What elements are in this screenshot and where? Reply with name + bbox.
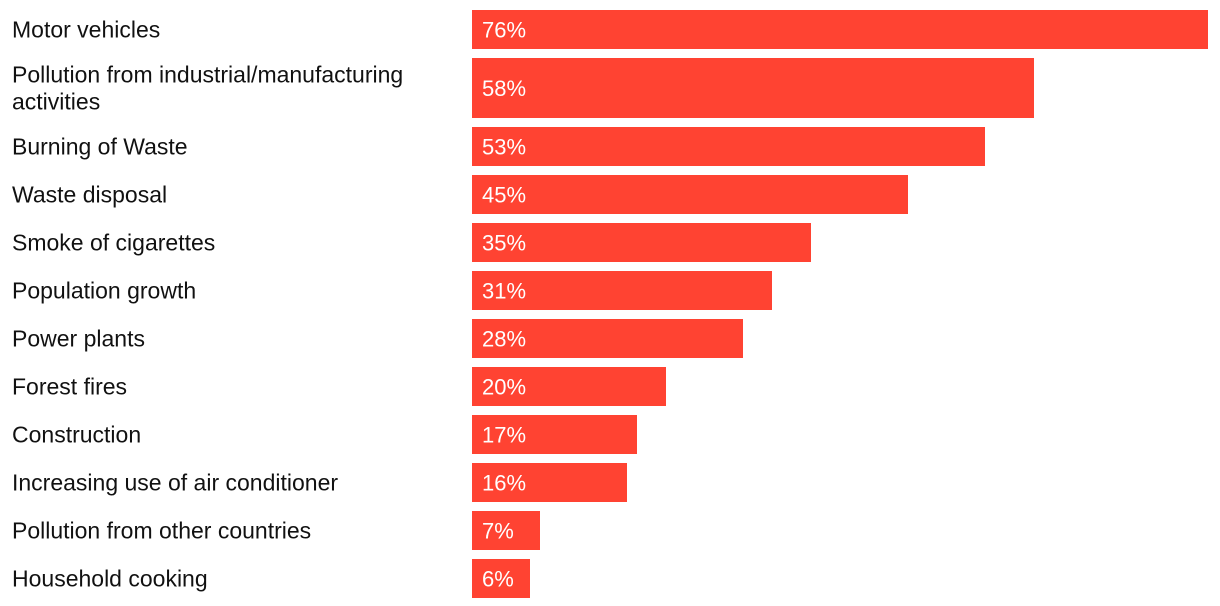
category-label: Increasing use of air conditioner bbox=[12, 470, 338, 496]
category-label: Construction bbox=[12, 422, 141, 448]
category-label: Burning of Waste bbox=[12, 134, 188, 160]
value-label: 76% bbox=[482, 18, 526, 43]
category-label: Motor vehicles bbox=[12, 17, 160, 43]
value-label: 16% bbox=[482, 471, 526, 496]
value-label: 53% bbox=[482, 135, 526, 160]
value-label: 17% bbox=[482, 423, 526, 448]
category-label: Household cooking bbox=[12, 566, 208, 592]
value-label: 35% bbox=[482, 231, 526, 256]
bar bbox=[472, 367, 666, 406]
value-label: 28% bbox=[482, 327, 526, 352]
bar bbox=[472, 415, 637, 454]
value-label: 45% bbox=[482, 183, 526, 208]
category-label: Pollution from industrial/manufacturing a… bbox=[12, 62, 403, 115]
category-label: Population growth bbox=[12, 278, 196, 304]
category-label: Power plants bbox=[12, 326, 145, 352]
value-label: 31% bbox=[482, 279, 526, 304]
bar bbox=[472, 559, 530, 598]
bar bbox=[472, 127, 985, 166]
bar bbox=[472, 58, 1034, 118]
category-label: Waste disposal bbox=[12, 182, 167, 208]
value-label: 7% bbox=[482, 519, 514, 544]
bar bbox=[472, 10, 1208, 49]
category-label: Forest fires bbox=[12, 374, 127, 400]
value-label: 6% bbox=[482, 567, 514, 592]
bar bbox=[472, 223, 811, 262]
category-label: Pollution from other countries bbox=[12, 518, 311, 544]
bar bbox=[472, 319, 743, 358]
value-label: 58% bbox=[482, 76, 526, 101]
bar bbox=[472, 511, 540, 550]
bar bbox=[472, 175, 908, 214]
bar bbox=[472, 463, 627, 502]
bar bbox=[472, 271, 772, 310]
value-label: 20% bbox=[482, 375, 526, 400]
category-label: Smoke of cigarettes bbox=[12, 230, 215, 256]
